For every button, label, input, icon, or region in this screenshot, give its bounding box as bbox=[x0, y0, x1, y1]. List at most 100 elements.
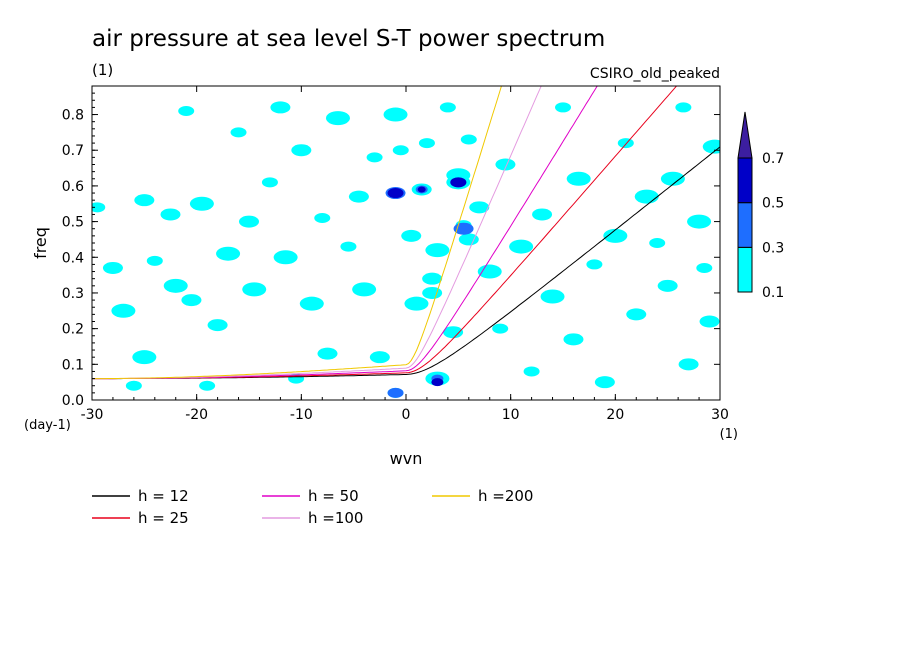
x-tick-label: -20 bbox=[185, 407, 208, 423]
contour-blob-level-0 bbox=[477, 264, 502, 279]
contour-blob-level-0 bbox=[566, 171, 591, 186]
x-tick-label: 0 bbox=[402, 407, 411, 423]
contour-blob-level-0 bbox=[594, 376, 615, 389]
contour-blob-level-0 bbox=[383, 107, 408, 122]
contour-blob-level-0 bbox=[603, 228, 628, 243]
contour-blob-level-0 bbox=[439, 102, 456, 113]
contour-blob-level-0 bbox=[678, 358, 699, 371]
x-tick-label: 30 bbox=[711, 407, 729, 423]
curve-50 bbox=[92, 86, 598, 380]
legend: h = 12 h = 25 h = 50 h =100 h =200 bbox=[92, 487, 533, 527]
contour-blob-level-0 bbox=[425, 243, 450, 258]
colorbar-arrow bbox=[737, 111, 753, 159]
colorbar-segment bbox=[737, 157, 753, 204]
colorbar-segment bbox=[737, 246, 753, 293]
contour-blob-level-0 bbox=[634, 189, 659, 204]
y-tick-label: 0.8 bbox=[62, 108, 84, 124]
contour-blob-level-0 bbox=[132, 350, 157, 365]
contour-blob-level-0 bbox=[134, 194, 155, 207]
contour-blob-level-0 bbox=[199, 380, 216, 391]
legend-label: h = 50 bbox=[308, 487, 359, 505]
contour-blob-level-0 bbox=[92, 202, 106, 213]
contour-blob-level-0 bbox=[230, 127, 247, 138]
contour-blob-level-0 bbox=[352, 282, 377, 297]
colorbar: 0.1 0.3 0.5 0.7 bbox=[737, 111, 784, 301]
contour-blob-level-0 bbox=[696, 262, 713, 273]
contour-blob-level-0 bbox=[261, 177, 278, 188]
chart-subtitle-right: CSIRO_old_peaked bbox=[590, 66, 720, 82]
contour-blob-level-0 bbox=[216, 246, 241, 261]
contour-blob-level-0 bbox=[317, 347, 338, 360]
contour-blob-level-0 bbox=[348, 190, 369, 203]
contour-blob-level-0 bbox=[492, 323, 509, 334]
colorbar-label: 0.3 bbox=[762, 240, 784, 256]
contour-blob-level-0 bbox=[239, 215, 259, 228]
contour-blob-level-0 bbox=[660, 171, 685, 186]
colorbar-label: 0.7 bbox=[762, 151, 784, 167]
x-tick-label: -10 bbox=[290, 407, 313, 423]
contour-blob-level-0 bbox=[401, 229, 422, 242]
legend-label: h = 25 bbox=[138, 509, 189, 527]
y-tick-label: 0.0 bbox=[62, 393, 84, 409]
contour-blob-level-0 bbox=[178, 105, 195, 116]
x-axis-label: wvn bbox=[390, 449, 423, 468]
contour-blob-level-0 bbox=[181, 294, 202, 307]
contour-blob-level-0 bbox=[146, 255, 163, 266]
contour-blob-level-0 bbox=[586, 259, 603, 270]
contour-blob-level-0 bbox=[273, 250, 298, 265]
contour-blob-level-0 bbox=[111, 303, 136, 318]
contour-blob-level-0 bbox=[687, 214, 712, 229]
contour-blob-level-0 bbox=[555, 102, 571, 113]
y-unit-label: (day-1) bbox=[24, 418, 71, 433]
x-axis: -30 -20 -10 0 10 20 30 bbox=[81, 86, 729, 423]
legend-label: h = 12 bbox=[138, 487, 189, 505]
curve-200 bbox=[92, 86, 502, 380]
contour-fill-layer bbox=[92, 101, 720, 398]
contour-blob-level-0 bbox=[314, 213, 331, 224]
contour-blob-level-2 bbox=[417, 186, 426, 193]
contour-blob-level-0 bbox=[458, 233, 479, 246]
contour-blob-level-0 bbox=[495, 158, 516, 171]
curve-100 bbox=[92, 86, 542, 380]
contour-blob-level-1 bbox=[387, 387, 404, 398]
x-tick-label: 10 bbox=[502, 407, 520, 423]
chart-subtitle-left: (1) bbox=[92, 61, 113, 79]
curve-12 bbox=[92, 146, 720, 380]
contour-blob-level-0 bbox=[422, 272, 443, 285]
colorbar-label: 0.5 bbox=[762, 196, 784, 212]
plot-frame bbox=[91, 85, 721, 401]
contour-blob-level-0 bbox=[657, 279, 678, 292]
dispersion-curves bbox=[92, 86, 720, 380]
y-tick-label: 0.4 bbox=[62, 250, 84, 266]
contour-blob-level-0 bbox=[509, 239, 534, 254]
y-tick-label: 0.6 bbox=[62, 179, 84, 195]
contour-blob-level-0 bbox=[699, 315, 720, 328]
contour-blob-level-0 bbox=[404, 296, 429, 311]
contour-blob-level-2 bbox=[431, 378, 444, 387]
contour-blob-level-0 bbox=[291, 144, 312, 157]
contour-blob-level-0 bbox=[125, 380, 142, 391]
contour-blob-level-0 bbox=[366, 152, 383, 163]
contour-blob-level-0 bbox=[469, 201, 490, 214]
contour-blob-level-1 bbox=[453, 222, 474, 235]
contour-blob-level-0 bbox=[189, 196, 214, 211]
y-tick-label: 0.5 bbox=[62, 215, 84, 231]
contour-blob-level-0 bbox=[418, 138, 435, 149]
x-unit-label: (1) bbox=[720, 427, 738, 442]
contour-blob-level-0 bbox=[325, 111, 350, 126]
contour-blob-level-2 bbox=[450, 177, 467, 188]
contour-blob-level-0 bbox=[563, 333, 584, 346]
contour-blob-level-0 bbox=[460, 134, 477, 145]
colorbar-segment bbox=[737, 202, 753, 248]
y-axis: 0.0 0.1 0.2 0.3 0.4 0.5 0.6 0.7 0.8 bbox=[62, 92, 720, 409]
y-tick-label: 0.7 bbox=[62, 143, 84, 159]
contour-blob-level-0 bbox=[102, 261, 123, 274]
legend-label: h =200 bbox=[478, 487, 533, 505]
y-axis-label: freq bbox=[31, 227, 50, 259]
contour-blob-level-0 bbox=[160, 208, 181, 221]
contour-blob-level-0 bbox=[392, 145, 409, 156]
y-tick-label: 0.3 bbox=[62, 286, 84, 302]
x-tick-label: 20 bbox=[606, 407, 624, 423]
colorbar-label: 0.1 bbox=[762, 285, 784, 301]
x-tick-label: -30 bbox=[81, 407, 104, 423]
